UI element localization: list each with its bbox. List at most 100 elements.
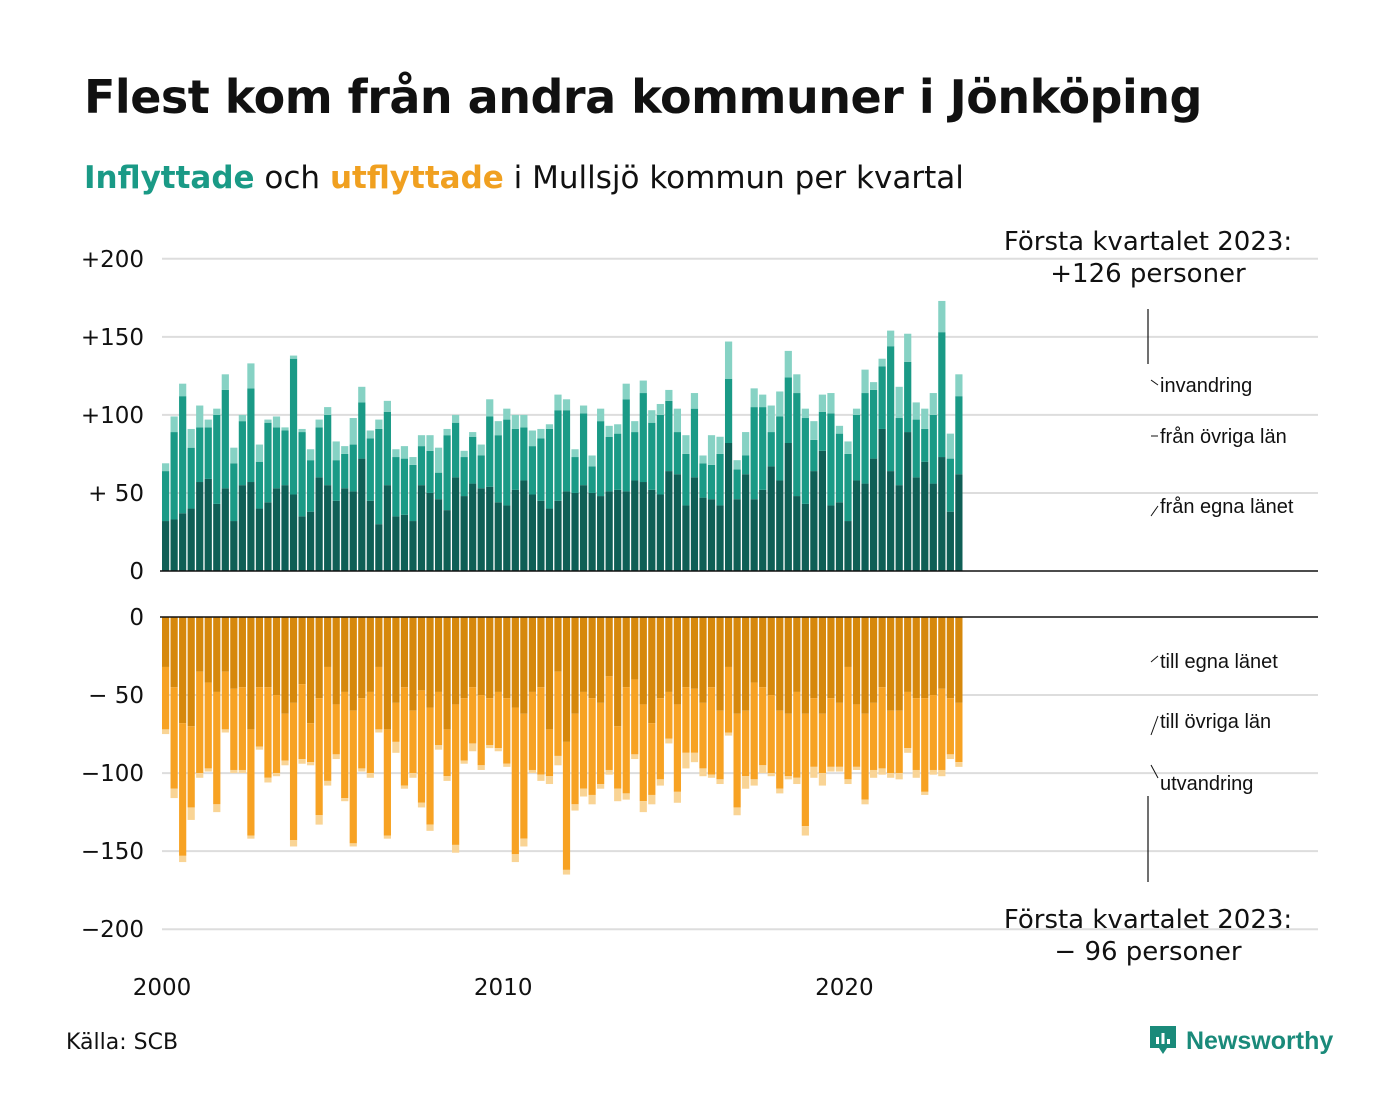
bar-out-2 [341, 691, 349, 799]
bar-in-1 [307, 511, 315, 571]
bar-out-2 [238, 687, 246, 770]
bar-in-2 [307, 460, 315, 512]
bar-out-1 [827, 617, 835, 699]
bar-in-2 [298, 432, 306, 517]
bar-out-3 [767, 773, 775, 777]
bar-out-1 [562, 617, 571, 742]
bar-out-3 [196, 773, 204, 778]
bar-in-1 [929, 483, 937, 571]
bar-in-3 [869, 382, 878, 390]
bar-in-3 [921, 408, 929, 429]
bar-in-1 [921, 461, 929, 571]
bar-in-2 [614, 433, 622, 490]
bar-out-3 [477, 765, 485, 770]
y-tick-label-top: 0 [129, 559, 144, 585]
bar-in-1 [690, 477, 699, 571]
bar-out-2 [818, 713, 827, 774]
bar-in-3 [170, 416, 178, 433]
bar-in-1 [477, 488, 485, 571]
bar-in-2 [801, 418, 809, 504]
bar-out-1 [605, 617, 613, 677]
bar-in-2 [878, 366, 886, 429]
bar-out-1 [699, 617, 707, 703]
bar-in-3 [699, 455, 707, 464]
bar-in-1 [912, 477, 920, 571]
bar-out-2 [827, 698, 835, 767]
bar-out-2 [622, 687, 630, 794]
bar-in-3 [230, 447, 238, 464]
source-note: Källa: SCB [66, 1030, 179, 1055]
bar-in-3 [605, 425, 613, 437]
annotation-top-line2: +126 personer [1050, 259, 1246, 289]
bar-out-3 [503, 763, 511, 767]
bar-out-3 [631, 754, 639, 760]
bar-in-3 [597, 408, 605, 422]
bar-out-2 [230, 688, 238, 770]
bar-in-1 [571, 492, 579, 571]
bar-out-1 [204, 617, 212, 683]
bar-in-2 [494, 435, 502, 503]
bar-in-1 [597, 496, 605, 571]
bar-in-3 [213, 408, 221, 415]
bar-in-2 [716, 453, 724, 506]
bar-in-2 [162, 471, 170, 522]
bar-in-2 [528, 446, 536, 495]
bar-in-1 [469, 483, 477, 571]
bar-out-1 [289, 617, 298, 703]
bar-out-1 [946, 617, 954, 699]
bar-out-3 [955, 762, 963, 767]
bar-in-2 [400, 458, 409, 515]
bar-out-3 [776, 788, 784, 794]
bar-out-1 [545, 617, 554, 730]
bar-out-2 [784, 713, 792, 777]
bar-out-3 [861, 799, 869, 805]
bar-out-2 [417, 690, 426, 803]
bar-out-1 [179, 617, 187, 724]
bar-out-1 [375, 617, 383, 667]
y-tick-label-top: + 50 [88, 481, 144, 507]
bar-in-3 [358, 386, 366, 403]
bar-in-2 [204, 427, 212, 479]
bar-in-1 [358, 458, 366, 571]
bar-out-3 [520, 838, 528, 847]
bar-out-3 [571, 804, 579, 811]
bar-out-1 [793, 617, 801, 692]
bar-out-3 [528, 769, 536, 774]
bar-out-3 [392, 741, 400, 753]
bar-out-3 [562, 869, 571, 875]
bar-out-2 [503, 698, 511, 764]
bar-out-1 [878, 617, 886, 688]
bar-out-3 [665, 738, 673, 744]
bar-in-1 [793, 496, 801, 571]
bar-out-3 [912, 769, 920, 778]
bar-in-1 [426, 492, 434, 571]
bar-in-1 [196, 482, 204, 571]
bar-out-3 [452, 844, 460, 853]
bar-out-1 [869, 617, 878, 703]
bar-in-1 [878, 428, 886, 571]
bar-in-3 [289, 355, 298, 359]
bar-out-2 [289, 702, 298, 841]
bar-out-3 [904, 748, 912, 753]
bar-out-3 [579, 788, 588, 797]
bar-in-1 [511, 489, 519, 571]
bar-out-2 [878, 687, 886, 769]
bar-in-1 [716, 505, 724, 571]
bar-out-2 [255, 687, 264, 747]
bar-out-3 [230, 769, 238, 774]
bar-out-2 [895, 710, 903, 774]
bar-in-2 [929, 414, 937, 484]
bar-out-1 [213, 617, 221, 692]
bar-out-1 [315, 617, 323, 699]
bar-out-3 [810, 766, 818, 778]
y-tick-label-top: +150 [81, 325, 144, 351]
subtitle-och: och [254, 160, 330, 196]
bar-out-1 [409, 617, 417, 711]
bar-out-2 [486, 698, 494, 746]
bar-out-1 [358, 617, 366, 699]
bar-out-2 [272, 695, 281, 774]
bar-out-1 [682, 617, 690, 688]
bar-out-3 [366, 773, 374, 778]
bar-out-1 [750, 617, 758, 683]
bar-out-2 [648, 723, 656, 795]
